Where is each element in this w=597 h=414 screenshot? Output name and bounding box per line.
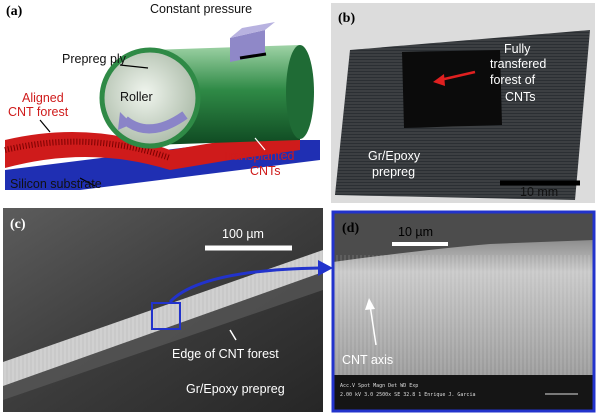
annotation: transfered xyxy=(490,57,546,71)
panel-a: (a) Constant pressure Prepreg ply Roller… xyxy=(5,2,320,191)
annotation: Gr/Epoxy prepreg xyxy=(186,382,285,396)
annotation: Transplanted xyxy=(222,149,295,163)
annotation: Fully xyxy=(504,42,531,56)
annotation: CNT forest xyxy=(8,105,69,119)
panel-label: (d) xyxy=(342,221,359,236)
annotation: Aligned xyxy=(22,91,64,105)
scale-label: 10 µm xyxy=(398,225,433,239)
annotation: CNTs xyxy=(250,164,281,178)
cnt-square xyxy=(402,50,502,128)
info-text: 2.00 kV 3.0 2500x SE 32.8 1 Enrique J. G… xyxy=(340,392,475,398)
annotation: Edge of CNT forest xyxy=(172,347,279,361)
annotation: Silicon substrate xyxy=(10,177,102,191)
panel-label: (a) xyxy=(6,4,23,19)
annotation: prepreg xyxy=(372,165,415,179)
annotation: CNT axis xyxy=(342,353,393,367)
panel-label: (b) xyxy=(338,11,355,26)
annotation: Roller xyxy=(120,90,153,104)
annotation: forest of xyxy=(490,73,536,87)
panel-label: (c) xyxy=(10,217,26,232)
panel-b: (b) Fully transfered forest of CNTs Gr/E… xyxy=(331,3,595,203)
scale-label: 100 µm xyxy=(222,227,264,241)
annotation: Prepreg ply xyxy=(62,52,127,66)
panel-c: (c) 100 µm Edge of CNT forest Gr/Epoxy p… xyxy=(3,208,333,412)
figure: (a) Constant pressure Prepreg ply Roller… xyxy=(0,0,597,414)
info-text: Acc.V Spot Magn Det WD Exp xyxy=(340,383,418,389)
annotation: Gr/Epoxy xyxy=(368,149,421,163)
scale-label: 10 mm xyxy=(520,185,558,199)
annotation: CNTs xyxy=(505,90,536,104)
panel-d: (d) 10 µm CNT axis Acc.V Spot Magn Det W… xyxy=(333,212,594,411)
annotation: Constant pressure xyxy=(150,2,252,16)
